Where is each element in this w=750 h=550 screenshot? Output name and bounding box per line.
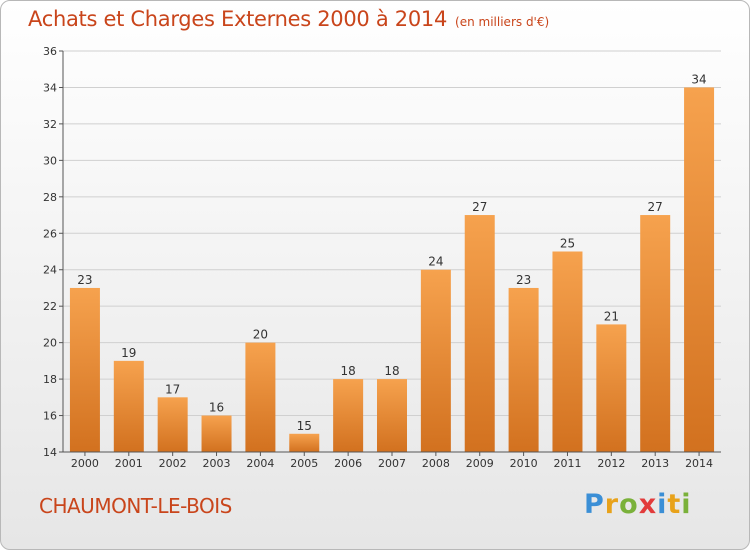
x-tick-label: 2010 (510, 457, 538, 470)
bar-2005 (289, 433, 320, 452)
logo-letter: r (604, 489, 620, 520)
bar-2003 (201, 415, 232, 452)
y-tick-label: 30 (43, 154, 57, 167)
bar-value-label: 18 (340, 364, 355, 378)
bar-value-label: 16 (209, 401, 224, 415)
bar-2007 (377, 379, 407, 452)
logo-letter: x (638, 489, 658, 520)
x-tick-label: 2002 (159, 457, 187, 470)
x-tick-label: 2011 (553, 457, 581, 470)
bar-2013 (640, 215, 671, 452)
bar-value-label: 23 (77, 273, 92, 287)
bar-value-label: 17 (165, 382, 180, 396)
y-tick-label: 22 (43, 300, 57, 313)
chart-subtitle: (en milliers d'€) (455, 15, 550, 29)
chart-title-text: Achats et Charges Externes 2000 à 2014 (28, 7, 448, 31)
y-tick-label: 34 (43, 81, 57, 94)
y-tick-label: 16 (43, 410, 57, 423)
x-tick-label: 2003 (203, 457, 231, 470)
bar-value-label: 20 (253, 328, 268, 342)
bar-value-label: 15 (297, 419, 312, 433)
y-tick-label: 14 (43, 446, 57, 459)
bar-value-label: 24 (428, 255, 443, 269)
bar-2000 (69, 287, 100, 452)
bar-2001 (113, 360, 144, 452)
y-tick-label: 18 (43, 373, 57, 386)
x-tick-label: 2006 (334, 457, 362, 470)
x-tick-label: 2009 (466, 457, 494, 470)
y-tick-label: 32 (43, 118, 57, 131)
bar-value-label: 27 (648, 200, 663, 214)
bar-value-label: 25 (560, 237, 575, 251)
x-tick-label: 2013 (641, 457, 669, 470)
x-tick-label: 2008 (422, 457, 450, 470)
x-tick-label: 2014 (685, 457, 713, 470)
logo-letter: i (681, 489, 692, 520)
logo-letter: i (657, 489, 668, 520)
bar-value-label: 23 (516, 273, 531, 287)
logo-letter: P (584, 489, 605, 520)
y-tick-label: 24 (43, 264, 57, 277)
y-tick-label: 20 (43, 337, 57, 350)
proxiti-logo: Proxiti (584, 489, 692, 520)
bar-2011 (552, 251, 583, 452)
bar-2002 (157, 397, 188, 452)
chart-title: Achats et Charges Externes 2000 à 2014 (e… (28, 7, 549, 31)
logo-letter: t (667, 489, 682, 520)
x-tick-label: 2007 (378, 457, 406, 470)
bar-2010 (508, 287, 539, 452)
bar-2006 (333, 379, 364, 452)
x-tick-label: 2001 (115, 457, 143, 470)
x-tick-label: 2012 (597, 457, 625, 470)
bar-2008 (420, 269, 451, 452)
bar-2014 (684, 87, 715, 453)
x-tick-label: 2005 (290, 457, 318, 470)
x-tick-label: 2004 (246, 457, 274, 470)
location-name: CHAUMONT-LE-BOIS (39, 494, 232, 518)
y-tick-label: 36 (43, 45, 57, 58)
bar-value-label: 27 (472, 200, 487, 214)
y-tick-label: 28 (43, 191, 57, 204)
bar-2004 (245, 342, 276, 452)
x-tick-label: 2000 (71, 457, 99, 470)
bar-value-label: 19 (121, 346, 136, 360)
bar-2012 (596, 324, 627, 452)
y-tick-label: 26 (43, 227, 57, 240)
bar-value-label: 18 (384, 364, 399, 378)
bar-value-label: 34 (691, 72, 706, 86)
logo-letter: o (619, 489, 639, 520)
bar-2009 (464, 215, 495, 452)
bar-value-label: 21 (604, 309, 619, 323)
